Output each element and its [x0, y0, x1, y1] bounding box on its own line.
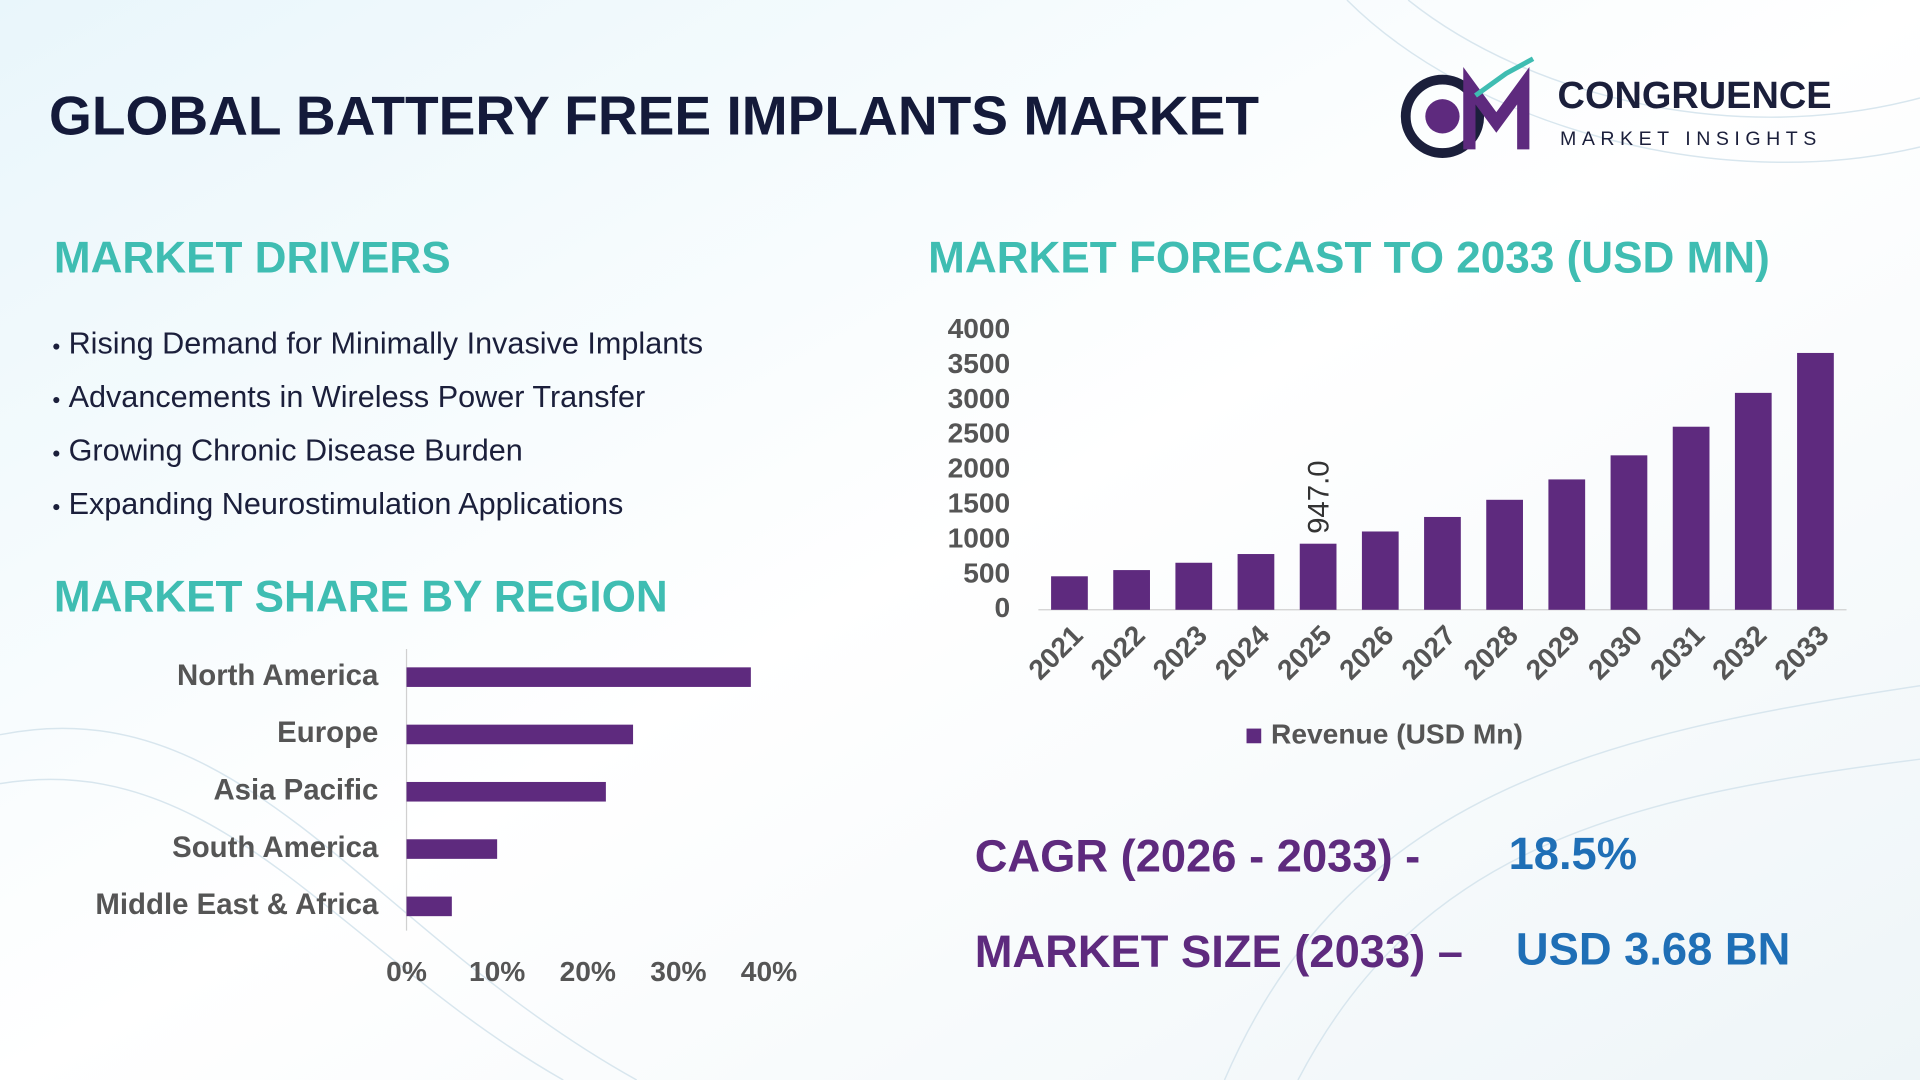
- y-tick-label: 2000: [948, 453, 1011, 484]
- y-tick-label: 2500: [948, 418, 1011, 449]
- y-tick-label: 3000: [948, 383, 1011, 414]
- legend-swatch: [1246, 728, 1262, 744]
- category-label: North America: [177, 659, 379, 692]
- bar: [1734, 392, 1772, 610]
- bar: [406, 724, 634, 745]
- y-tick-label: 3500: [948, 348, 1011, 379]
- region-title: MARKET SHARE BY REGION: [54, 573, 668, 622]
- x-tick-label: 0%: [386, 956, 427, 987]
- logo-m: [1463, 67, 1530, 150]
- bullet-dot: [53, 396, 60, 404]
- driver-item: Expanding Neurostimulation Applications: [69, 487, 624, 521]
- logo-name: CONGRUENCE: [1558, 75, 1832, 117]
- category-label: Europe: [277, 716, 378, 749]
- x-tick-label: 20%: [560, 956, 616, 987]
- category-label: South America: [172, 831, 379, 864]
- bar: [1361, 531, 1399, 610]
- bar: [1299, 543, 1337, 610]
- y-tick-label: 4000: [948, 313, 1011, 344]
- bar: [1610, 455, 1648, 610]
- bar: [1672, 426, 1710, 610]
- driver-item: Rising Demand for Minimally Invasive Imp…: [69, 326, 704, 360]
- bar: [1113, 570, 1150, 610]
- y-tick-label: 0: [995, 592, 1011, 623]
- y-tick-label: 1000: [948, 522, 1011, 553]
- drivers-title: MARKET DRIVERS: [54, 233, 451, 282]
- value-label: 947.0: [1302, 460, 1335, 534]
- bar: [406, 667, 751, 687]
- legend-label: Revenue (USD Mn): [1271, 718, 1523, 749]
- bar: [1797, 352, 1834, 610]
- page-title: GLOBAL BATTERY FREE IMPLANTS MARKET: [49, 85, 1259, 147]
- forecast-title: MARKET FORECAST TO 2033 (USD MN): [928, 233, 1770, 282]
- bar: [1051, 576, 1088, 610]
- bullet-dot: [53, 450, 60, 457]
- x-tick-label: 10%: [469, 956, 525, 987]
- size-value: USD 3.68 BN: [1516, 924, 1790, 975]
- driver-item: Advancements in Wireless Power Transfer: [69, 380, 646, 414]
- y-tick-label: 500: [963, 557, 1010, 588]
- cagr-label: CAGR (2026 - 2033) -: [975, 831, 1421, 882]
- bar: [1424, 516, 1461, 610]
- category-label: Middle East & Africa: [95, 888, 379, 921]
- x-tick-label: 40%: [741, 956, 797, 987]
- logo-ring: [1400, 74, 1485, 158]
- bar: [1175, 562, 1213, 610]
- cagr-value: 18.5%: [1509, 828, 1637, 879]
- drivers-list: Rising Demand for Minimally Invasive Imp…: [53, 326, 703, 521]
- size-label: MARKET SIZE (2033) –: [975, 926, 1463, 977]
- logo: CONGRUENCE MARKET INSIGHTS: [1400, 56, 1832, 158]
- bar: [1548, 479, 1586, 610]
- bullet-dot: [53, 343, 60, 350]
- bar: [1486, 499, 1523, 610]
- x-tick-label: 30%: [650, 956, 706, 987]
- driver-item: Growing Chronic Disease Burden: [69, 433, 523, 467]
- bar: [406, 896, 452, 917]
- bullet-dot: [53, 504, 60, 511]
- bar: [406, 839, 498, 859]
- category-label: Asia Pacific: [213, 774, 378, 807]
- y-tick-label: 1500: [948, 488, 1011, 519]
- bar: [406, 781, 606, 802]
- logo-tagline: MARKET INSIGHTS: [1560, 128, 1822, 150]
- bar: [1237, 554, 1275, 610]
- logo-globe: [1425, 99, 1460, 134]
- logo-arrow: [1474, 56, 1535, 98]
